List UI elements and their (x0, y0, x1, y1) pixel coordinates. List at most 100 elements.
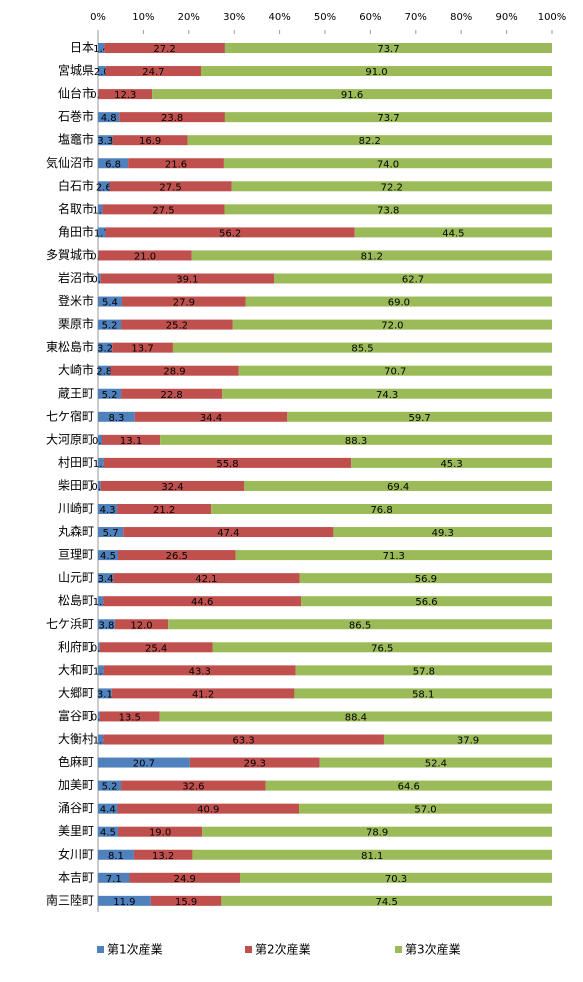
value-label: 43.3 (189, 666, 211, 677)
value-label: 20.7 (133, 759, 155, 770)
bar-segment (191, 250, 553, 261)
bar-segment (160, 434, 552, 445)
x-tick-label: 10% (132, 12, 154, 23)
value-label: 78.9 (366, 828, 388, 839)
x-tick-label: 60% (359, 12, 381, 23)
bar-segment (109, 181, 232, 192)
bar-segment (98, 688, 112, 699)
value-label: 34.4 (200, 413, 222, 424)
x-tick-label: 70% (405, 12, 427, 23)
y-tick-label: 岩沼市 (58, 270, 94, 285)
x-tick-label: 90% (495, 12, 517, 23)
value-label: 1.3 (93, 666, 109, 677)
value-label: 3.3 (97, 136, 113, 147)
value-label: 74.3 (376, 390, 398, 401)
value-label: 27.5 (159, 182, 181, 193)
bar-segment (98, 642, 100, 653)
y-tick-label: 大衡村 (58, 732, 94, 746)
value-label: 62.7 (402, 275, 424, 286)
value-label: 27.2 (153, 44, 175, 55)
y-tick-label: 本吉町 (58, 870, 94, 884)
legend-swatch (395, 946, 402, 953)
bar-segment (101, 434, 161, 445)
value-label: 32.4 (161, 482, 183, 493)
bar-segment (133, 849, 193, 860)
bar-segment (319, 757, 552, 768)
bar-segment (129, 872, 241, 883)
value-label: 3.8 (98, 620, 114, 631)
bar-segment (202, 826, 552, 837)
value-label: 72.2 (381, 182, 403, 193)
value-label: 56.6 (415, 597, 437, 608)
bar-segment (150, 895, 222, 906)
bar-segment (98, 319, 122, 330)
bar-segment (98, 457, 104, 468)
bar-segment (240, 872, 553, 883)
bar-segment (98, 434, 102, 445)
value-label: 24.9 (174, 874, 196, 885)
bar-segment (98, 619, 115, 630)
value-label: 13.2 (152, 851, 174, 862)
value-label: 12.0 (130, 620, 152, 631)
value-label: 32.6 (182, 782, 204, 793)
y-tick-label: 山元町 (58, 571, 94, 585)
value-label: 0.1 (90, 90, 106, 101)
bar-segment (114, 619, 169, 630)
bar-segment (113, 573, 300, 584)
bar-segment (117, 550, 236, 561)
bar-segment (98, 250, 192, 261)
bar-segment (99, 642, 213, 653)
y-tick-label: 色麻町 (58, 754, 94, 769)
y-tick-label: 大郷町 (58, 686, 94, 700)
bar-segment (110, 365, 239, 376)
value-label: 28.9 (163, 367, 185, 378)
value-label: 70.7 (384, 367, 406, 378)
bar-segment (187, 135, 552, 146)
y-tick-label: 角田市 (58, 224, 94, 239)
value-label: 45.3 (440, 459, 462, 470)
value-label: 5.7 (103, 528, 119, 539)
value-label: 4.8 (101, 113, 117, 124)
bar-segment (265, 780, 552, 791)
bar-segment (98, 227, 106, 238)
bar-segment (192, 849, 552, 860)
value-label: 81.1 (361, 851, 383, 862)
value-label: 59.7 (409, 413, 431, 424)
bar-segment (102, 204, 225, 215)
y-tick-label: 美里町 (58, 824, 94, 838)
value-label: 42.1 (195, 574, 217, 585)
y-tick-label: 涌谷町 (58, 801, 94, 815)
value-label: 4.3 (100, 505, 116, 516)
value-label: 76.8 (370, 505, 392, 516)
value-label: 76.5 (371, 643, 393, 654)
bar-segment (98, 181, 110, 192)
value-label: 91.0 (365, 67, 387, 78)
value-label: 24.7 (142, 67, 164, 78)
bar-segment (98, 527, 124, 538)
value-label: 3.1 (97, 689, 113, 700)
bar-segment (112, 135, 188, 146)
bar-segment (200, 66, 552, 77)
bar-segment (211, 504, 552, 514)
value-label: 57.8 (413, 666, 435, 677)
value-label: 55.8 (216, 459, 238, 470)
y-tick-label: 丸森町 (58, 524, 94, 539)
legend-label: 第3次産業 (405, 942, 461, 957)
bar-segment (117, 803, 300, 814)
value-label: 8.1 (108, 851, 124, 862)
x-tick-label: 20% (178, 12, 200, 23)
value-label: 44.6 (191, 597, 213, 608)
value-label: 4.4 (100, 805, 116, 816)
bar-segment (105, 66, 201, 77)
value-label: 4.5 (100, 828, 116, 839)
value-label: 3.2 (97, 344, 113, 355)
value-label: 2.0 (94, 67, 110, 78)
value-label: 5.4 (102, 298, 118, 309)
bar-segment (222, 388, 553, 399)
value-label: 2.6 (96, 182, 112, 193)
bar-segment (244, 480, 552, 491)
value-label: 73.8 (377, 205, 399, 216)
bar-segment (98, 480, 101, 491)
value-label: 22.8 (161, 390, 183, 401)
bar-segment (351, 457, 552, 468)
